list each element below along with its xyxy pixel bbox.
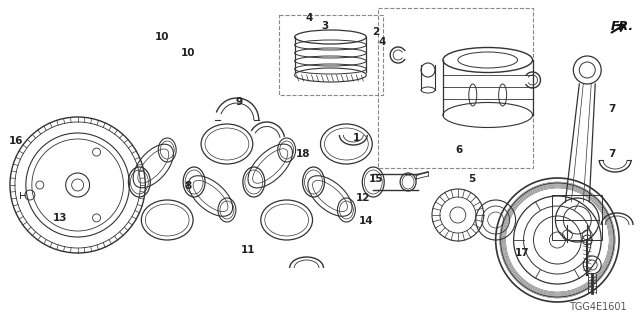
Text: 12: 12 [356, 193, 371, 204]
Text: 18: 18 [295, 148, 310, 159]
Text: TGG4E1601: TGG4E1601 [570, 302, 627, 312]
Text: 11: 11 [241, 244, 256, 255]
Text: 14: 14 [359, 216, 374, 226]
Text: 16: 16 [9, 136, 23, 146]
Text: FR.: FR. [611, 20, 634, 33]
Bar [278, 15, 383, 95]
Text: 7: 7 [608, 148, 615, 159]
Text: 10: 10 [180, 48, 195, 58]
Text: 17: 17 [515, 248, 530, 258]
Text: 6: 6 [455, 145, 462, 156]
Text: 7: 7 [608, 104, 615, 114]
Text: 4: 4 [378, 36, 386, 47]
Text: 9: 9 [236, 97, 243, 108]
Text: 5: 5 [468, 174, 475, 184]
Text: 10: 10 [155, 32, 170, 42]
Text: 4: 4 [305, 12, 313, 23]
Text: 15: 15 [369, 174, 383, 184]
Bar [378, 8, 532, 168]
Text: 1: 1 [353, 132, 360, 143]
Text: 3: 3 [321, 20, 328, 31]
Bar [552, 195, 602, 240]
Text: 13: 13 [53, 212, 68, 223]
Text: 2: 2 [372, 27, 380, 37]
Text: 8: 8 [184, 180, 191, 191]
